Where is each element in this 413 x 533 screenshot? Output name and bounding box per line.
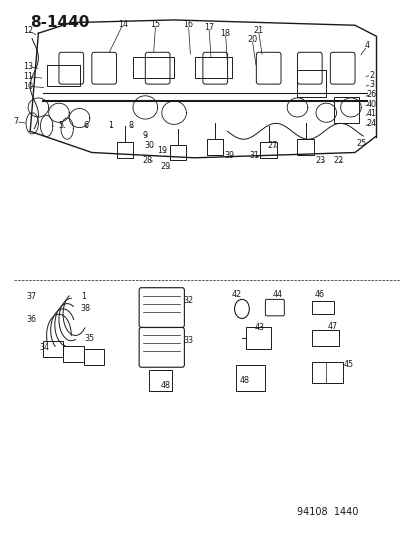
Text: 29: 29 [160,163,171,171]
Text: 37: 37 [26,292,36,301]
Text: 31: 31 [249,151,259,160]
Text: 12: 12 [23,26,33,35]
Bar [297,70,325,97]
Text: 48: 48 [239,376,249,385]
Text: 47: 47 [327,322,337,331]
Text: 24: 24 [366,119,376,128]
Text: 46: 46 [313,290,323,299]
Text: 44: 44 [272,290,282,299]
Text: 42: 42 [231,290,241,299]
Text: 8: 8 [128,122,133,131]
Text: 40: 40 [366,100,375,109]
Text: 39: 39 [224,151,234,160]
Text: 16: 16 [183,20,193,29]
Bar [116,142,133,158]
Bar [311,362,342,383]
Text: 14: 14 [117,20,127,29]
Bar [311,330,338,346]
Text: 15: 15 [150,20,160,29]
Text: 25: 25 [355,139,366,148]
Bar [334,97,358,123]
Bar [260,142,276,158]
Bar [235,365,264,391]
Text: 41: 41 [366,109,375,118]
Text: 6: 6 [83,122,88,131]
Text: 4: 4 [364,42,369,51]
Text: 35: 35 [85,334,95,343]
Text: 45: 45 [343,360,353,369]
Bar [133,57,174,78]
Text: 1: 1 [81,292,86,301]
Text: 10: 10 [23,82,33,91]
Text: 33: 33 [183,336,193,345]
Text: 5: 5 [58,122,64,131]
Text: 36: 36 [26,315,36,324]
Bar [206,139,223,155]
Text: 26: 26 [366,90,376,99]
Text: 23: 23 [314,156,324,165]
Bar [245,327,270,349]
Text: 20: 20 [247,35,256,44]
Bar [311,301,334,314]
Bar [170,144,186,160]
Bar [149,370,172,391]
Bar [83,349,104,365]
Text: 30: 30 [144,141,154,150]
Text: 8-1440: 8-1440 [30,14,89,30]
Text: 38: 38 [81,304,90,313]
Text: 19: 19 [157,147,166,156]
Bar [43,341,63,357]
Text: 17: 17 [204,23,214,32]
Text: 2: 2 [368,70,373,79]
Text: 34: 34 [40,343,50,352]
Text: 94108  1440: 94108 1440 [297,507,358,517]
Text: 7: 7 [13,117,18,126]
Text: 3: 3 [368,80,373,89]
Text: 18: 18 [220,29,230,38]
Text: 48: 48 [161,381,171,390]
Text: 22: 22 [332,156,343,165]
Text: 1: 1 [108,122,113,131]
Text: 27: 27 [267,141,277,150]
Text: 21: 21 [253,26,263,35]
Text: 28: 28 [142,156,152,165]
Bar [194,57,231,78]
Bar [297,139,313,155]
Bar [63,346,83,362]
Text: 13: 13 [23,62,33,71]
Text: 43: 43 [254,323,264,332]
Text: 32: 32 [183,296,193,305]
Text: 11: 11 [23,72,33,81]
Text: 9: 9 [142,131,147,140]
Bar [47,65,79,86]
